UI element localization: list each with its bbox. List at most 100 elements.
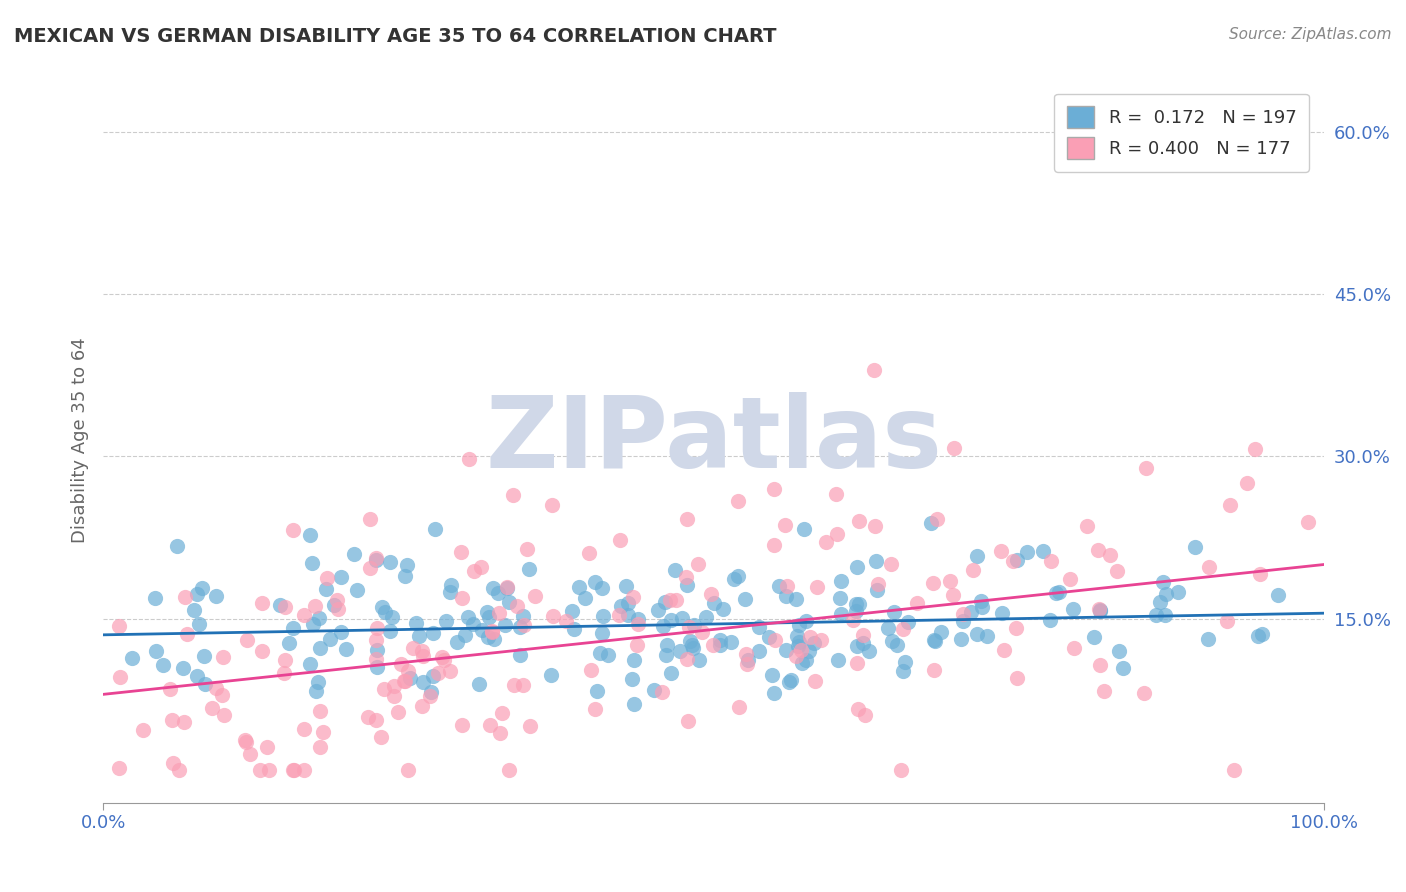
Point [806,581,828,595]
Point [591,626,613,640]
Point [1149,594,1171,608]
Point [623,698,645,712]
Point [561,604,583,618]
Point [950,632,973,647]
Point [720,635,742,649]
Point [399,671,422,685]
Point [586,683,609,698]
Point [373,681,395,696]
Point [366,642,388,657]
Point [815,534,838,549]
Point [794,615,817,629]
Point [524,589,547,603]
Point [457,452,479,467]
Point [1198,560,1220,574]
Point [392,674,415,689]
Point [239,747,262,762]
Point [541,609,564,624]
Point [675,569,697,583]
Point [952,614,974,628]
Point [274,653,297,667]
Point [509,648,531,662]
Point [482,581,505,595]
Point [711,602,734,616]
Point [846,559,869,574]
Point [1219,498,1241,512]
Point [880,634,903,648]
Point [583,575,606,590]
Point [318,632,340,646]
Point [451,717,474,731]
Point [868,577,890,591]
Point [159,682,181,697]
Point [678,620,700,634]
Point [502,678,524,692]
Point [659,592,682,607]
Point [382,679,405,693]
Point [419,685,441,699]
Point [810,633,832,648]
Point [108,618,131,632]
Point [281,523,304,537]
Point [249,763,271,777]
Point [145,644,167,658]
Point [924,633,946,648]
Point [690,625,713,640]
Point [699,587,721,601]
Point [481,624,503,639]
Point [166,540,188,554]
Point [966,549,988,564]
Point [132,723,155,738]
Point [1015,545,1038,559]
Point [830,574,852,588]
Point [174,591,197,605]
Point [845,639,868,653]
Point [167,763,190,777]
Point [734,592,756,607]
Point [176,627,198,641]
Point [877,621,900,635]
Point [482,632,505,646]
Point [1087,602,1109,616]
Point [1154,586,1177,600]
Point [1135,461,1157,475]
Point [457,610,479,624]
Point [804,674,827,689]
Point [574,591,596,606]
Text: ZIPatlas: ZIPatlas [485,392,942,489]
Point [655,638,678,652]
Point [1152,575,1174,590]
Point [922,632,945,647]
Point [848,514,870,528]
Point [905,596,928,610]
Point [463,564,485,578]
Point [848,597,870,611]
Point [1040,554,1063,568]
Point [152,658,174,673]
Point [562,623,585,637]
Point [858,644,880,658]
Point [205,681,228,696]
Point [676,578,699,592]
Point [540,498,562,512]
Point [897,615,920,629]
Point [852,628,875,642]
Point [513,618,536,632]
Point [763,686,786,700]
Point [394,673,416,688]
Point [302,617,325,632]
Point [364,551,387,566]
Point [737,653,759,667]
Point [299,528,322,542]
Point [894,655,917,669]
Point [647,602,669,616]
Point [688,653,710,667]
Point [789,618,811,632]
Point [273,666,295,681]
Point [1112,661,1135,675]
Point [682,641,704,656]
Point [607,608,630,623]
Point [922,576,945,591]
Point [775,643,797,657]
Point [326,602,349,616]
